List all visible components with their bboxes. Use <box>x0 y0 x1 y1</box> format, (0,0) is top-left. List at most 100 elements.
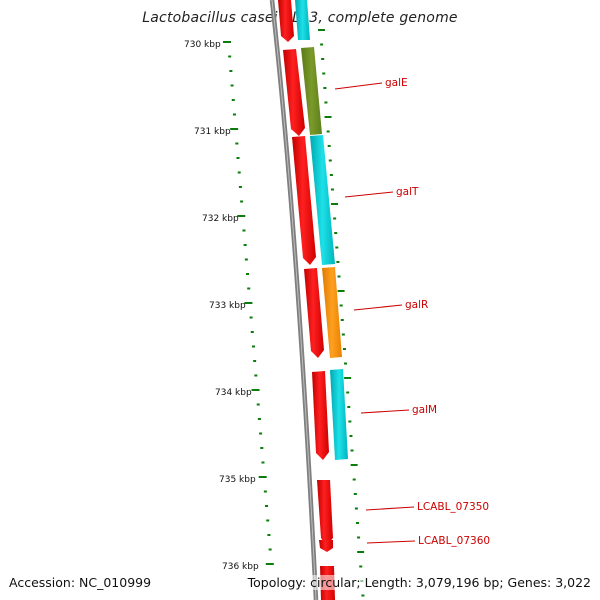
minor-tick <box>240 200 244 203</box>
right-major-tick <box>344 377 352 379</box>
minor-tick <box>253 360 257 362</box>
right-minor-tick <box>330 188 334 191</box>
right-minor-tick <box>337 275 341 278</box>
cog-feature-galM[interactable] <box>330 369 348 460</box>
gene-label-galE[interactable]: galE <box>385 77 408 89</box>
gene-label-galM[interactable]: galM <box>412 404 437 416</box>
right-minor-tick <box>344 362 348 365</box>
tick-label-731: 731 kbp <box>194 127 231 137</box>
right-minor-tick <box>334 232 338 234</box>
minor-tick <box>256 403 260 406</box>
right-minor-tick <box>326 130 330 133</box>
cog-track <box>295 0 348 460</box>
minor-tick <box>261 461 265 464</box>
right-minor-tick <box>340 319 344 321</box>
gene-label-LCABL_07350[interactable]: LCABL_07350 <box>417 501 489 513</box>
tick-label-736: 736 kbp <box>222 562 259 572</box>
cds-feature-galE[interactable] <box>283 49 305 136</box>
right-minor-tick <box>352 478 356 481</box>
right-minor-tick <box>349 435 353 437</box>
major-tick <box>258 476 267 478</box>
right-minor-tick <box>339 304 343 307</box>
cog-feature-galR[interactable] <box>322 267 342 358</box>
minor-tick <box>259 432 263 435</box>
major-tick <box>265 563 274 565</box>
right-major-tick <box>331 203 339 205</box>
right-minor-tick <box>341 333 345 336</box>
right-minor-tick <box>342 348 346 350</box>
right-minor-tick <box>328 159 332 162</box>
right-minor-tick <box>327 145 331 147</box>
major-tick <box>230 128 239 130</box>
right-minor-tick <box>333 217 337 220</box>
minor-tick <box>250 331 254 333</box>
cds-feature-LCABL_07350[interactable] <box>317 480 333 546</box>
topology-summary: Topology: circular; Length: 3,079,196 bp… <box>247 575 591 590</box>
gene-leaders <box>334 82 416 544</box>
right-major-tick <box>324 116 332 118</box>
cds-feature-LCABL_07360[interactable] <box>319 540 333 552</box>
cds-feature-galR[interactable] <box>304 268 324 358</box>
right-minor-tick <box>359 565 363 568</box>
cds-feature[interactable] <box>278 0 294 42</box>
minor-tick <box>238 186 242 188</box>
tick-label-735: 735 kbp <box>219 475 256 485</box>
minor-tick <box>267 534 271 536</box>
minor-tick <box>266 519 270 522</box>
major-tick <box>237 215 246 217</box>
minor-tick <box>232 113 236 116</box>
minor-tick <box>235 142 239 145</box>
minor-tick <box>265 505 269 507</box>
right-major-tick <box>350 464 358 466</box>
right-minor-tick <box>346 391 350 394</box>
cog-feature-galT[interactable] <box>310 135 335 265</box>
accession-text: Accession: NC_010999 <box>9 575 152 590</box>
right-minor-tick <box>321 58 325 60</box>
minor-tick <box>230 84 234 87</box>
major-tick <box>244 302 253 304</box>
right-minor-tick <box>335 246 339 249</box>
gene-label-LCABL_07360[interactable]: LCABL_07360 <box>418 535 490 547</box>
minor-tick <box>242 229 246 232</box>
minor-tick <box>236 157 240 159</box>
tick-label-732: 732 kbp <box>202 214 239 224</box>
right-minor-tick <box>324 101 328 104</box>
right-minor-tick <box>361 594 365 597</box>
tick-label-734: 734 kbp <box>215 388 252 398</box>
right-minor-tick <box>322 72 326 75</box>
minor-tick <box>249 316 253 319</box>
minor-tick <box>228 55 232 58</box>
minor-tick <box>237 171 241 174</box>
minor-tick <box>244 258 248 261</box>
gene-label-galT[interactable]: galT <box>396 186 419 198</box>
minor-tick <box>243 244 247 246</box>
right-minor-tick <box>357 536 361 539</box>
minor-tick <box>254 374 258 377</box>
major-tick <box>223 41 231 43</box>
right-major-tick <box>357 551 365 553</box>
minor-tick <box>263 490 267 493</box>
cds-feature-galM[interactable] <box>312 371 329 460</box>
major-tick <box>251 389 260 391</box>
right-minor-tick <box>354 507 358 510</box>
minor-tick <box>229 70 233 72</box>
cds-feature-galT[interactable] <box>292 136 316 265</box>
minor-tick <box>247 287 251 290</box>
right-minor-tick <box>329 174 333 176</box>
right-minor-tick <box>348 420 352 423</box>
right-minor-tick <box>336 261 340 263</box>
right-major-tick <box>337 290 345 292</box>
minor-tick <box>260 447 264 449</box>
tick-label-733: 733 kbp <box>209 301 246 311</box>
right-minor-tick <box>320 43 324 46</box>
minor-tick <box>231 99 235 101</box>
right-minor-tick <box>355 522 359 524</box>
tick-label-730: 730 kbp <box>184 40 221 50</box>
gene-label-galR[interactable]: galR <box>405 299 428 311</box>
cog-feature[interactable] <box>295 0 310 40</box>
right-major-tick <box>318 29 325 31</box>
minor-tick <box>246 273 250 275</box>
cog-feature-galE[interactable] <box>301 47 322 135</box>
cds-track <box>278 0 335 600</box>
